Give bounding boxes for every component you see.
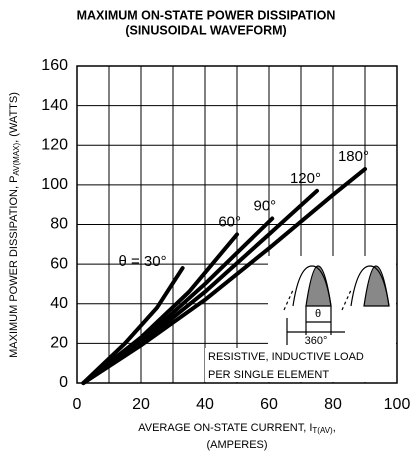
y-tick-label: 40 [50, 295, 68, 312]
x-tick-label: 60 [260, 396, 278, 413]
x-tick-label: 20 [132, 396, 150, 413]
note: RESISTIVE, INDUCTIVE LOAD [208, 351, 364, 363]
x-axis-label: AVERAGE ON-STATE CURRENT, IT(AV), [138, 422, 336, 435]
y-tick-label: 160 [41, 57, 68, 74]
curve [81, 167, 367, 385]
x-label-tail: , [333, 422, 336, 434]
y-tick-label: 0 [59, 374, 68, 391]
period-label: 360° [305, 335, 328, 347]
y-axis-label: MAXIMUM POWER DISSIPATION, PAV(MAX), (WA… [8, 92, 21, 358]
y-label-main: MAXIMUM POWER DISSIPATION, P [8, 176, 20, 358]
curve-label: θ = 30° [118, 253, 166, 270]
y-tick-label: 100 [41, 176, 68, 193]
waveform-dashed [341, 289, 352, 311]
curve-label: 90° [254, 198, 277, 215]
x-tick-label: 80 [324, 396, 342, 413]
chart-subtitle: (SINUSOIDAL WAVEFORM) [125, 23, 286, 37]
x-label-sub: T(AV) [312, 426, 333, 435]
curve-label: 120° [290, 170, 321, 187]
y-tick-label: 80 [50, 216, 68, 233]
x-label-main: AVERAGE ON-STATE CURRENT, I [138, 422, 312, 434]
waveform [350, 265, 390, 307]
y-tick-label: 60 [50, 255, 68, 272]
x-tick-label: 100 [384, 396, 411, 413]
plot-frame [76, 65, 398, 384]
chart-title: MAXIMUM ON-STATE POWER DISSIPATION [77, 8, 336, 22]
x-tick-label: 40 [196, 396, 214, 413]
y-tick-label: 20 [50, 335, 68, 352]
y-label-tail: , (WATTS) [8, 92, 20, 143]
x-axis-label-2: (AMPERES) [206, 439, 267, 451]
waveform [292, 265, 332, 307]
y-label-sub: AV(MAX) [12, 142, 21, 175]
y-tick-label: 140 [41, 97, 68, 114]
note: PER SINGLE ELEMENT [208, 369, 329, 381]
waveform-inset [283, 265, 390, 345]
note-background [205, 348, 396, 382]
waveform-dashed [283, 289, 294, 311]
curve-label: 60° [218, 213, 241, 230]
y-tick-label: 120 [41, 136, 68, 153]
theta-label: θ [315, 308, 321, 320]
curve [81, 266, 185, 385]
x-tick-label: 0 [73, 396, 82, 413]
curve-label: 180° [338, 148, 369, 165]
